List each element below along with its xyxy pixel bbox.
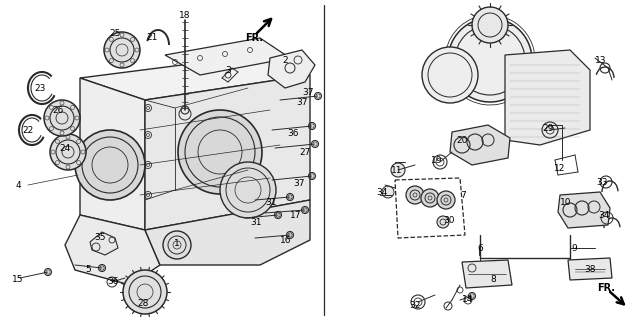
Text: 24: 24 (59, 143, 71, 153)
Text: 10: 10 (561, 197, 572, 206)
Circle shape (472, 7, 508, 43)
Polygon shape (90, 232, 118, 255)
Text: 30: 30 (443, 215, 455, 225)
Text: 38: 38 (584, 266, 596, 275)
Circle shape (178, 110, 262, 194)
Text: 12: 12 (554, 164, 566, 172)
Text: 31: 31 (265, 197, 276, 206)
Text: 7: 7 (460, 190, 466, 199)
Circle shape (75, 130, 145, 200)
Text: 2: 2 (282, 55, 288, 65)
Text: 8: 8 (490, 276, 496, 284)
Text: 3: 3 (225, 66, 231, 75)
Text: 18: 18 (179, 11, 190, 20)
Text: 35: 35 (94, 233, 106, 242)
Polygon shape (65, 215, 160, 285)
Circle shape (220, 162, 276, 218)
Text: 21: 21 (147, 33, 158, 42)
Text: 26: 26 (52, 106, 64, 115)
Circle shape (123, 270, 167, 314)
Text: FR.: FR. (597, 283, 615, 293)
Circle shape (421, 189, 439, 207)
Text: FR.: FR. (245, 33, 263, 43)
Text: 27: 27 (299, 148, 311, 156)
Polygon shape (505, 50, 590, 145)
Circle shape (163, 231, 191, 259)
Text: 20: 20 (456, 135, 468, 145)
Text: 9: 9 (571, 244, 577, 252)
Text: 33: 33 (596, 178, 608, 187)
Text: 17: 17 (290, 211, 302, 220)
Text: 15: 15 (12, 275, 24, 284)
Text: 19: 19 (431, 156, 443, 164)
Text: 28: 28 (138, 299, 148, 308)
Text: 13: 13 (595, 55, 607, 65)
Polygon shape (450, 125, 510, 165)
Text: 36: 36 (107, 277, 118, 286)
Text: 14: 14 (462, 295, 474, 305)
Circle shape (50, 134, 86, 170)
Polygon shape (268, 50, 315, 88)
Text: 22: 22 (22, 125, 34, 134)
Text: 36: 36 (287, 129, 299, 138)
Circle shape (448, 18, 532, 102)
Text: 11: 11 (391, 165, 403, 174)
Text: 34: 34 (598, 211, 610, 220)
Text: 34: 34 (376, 188, 388, 196)
Text: 37: 37 (296, 98, 308, 107)
Circle shape (104, 32, 140, 68)
Circle shape (406, 186, 424, 204)
Circle shape (437, 216, 449, 228)
Text: 23: 23 (34, 84, 46, 92)
Text: 5: 5 (85, 266, 91, 275)
Polygon shape (165, 38, 290, 75)
Circle shape (391, 163, 405, 177)
Text: 29: 29 (542, 124, 554, 132)
Text: 25: 25 (110, 28, 120, 37)
Polygon shape (568, 258, 612, 280)
Polygon shape (558, 192, 610, 228)
Polygon shape (145, 75, 310, 230)
Text: 37: 37 (302, 87, 314, 97)
Circle shape (437, 191, 455, 209)
Text: 4: 4 (15, 180, 21, 189)
Circle shape (382, 186, 394, 198)
Circle shape (44, 100, 80, 136)
Polygon shape (80, 55, 310, 100)
Polygon shape (462, 260, 512, 288)
Text: 1: 1 (174, 238, 180, 247)
Polygon shape (145, 200, 310, 265)
Text: 32: 32 (410, 300, 420, 309)
Text: 37: 37 (293, 179, 304, 188)
Polygon shape (80, 78, 145, 230)
Text: 16: 16 (280, 236, 292, 244)
Text: 6: 6 (477, 244, 483, 252)
Circle shape (422, 47, 478, 103)
Text: 31: 31 (250, 218, 262, 227)
